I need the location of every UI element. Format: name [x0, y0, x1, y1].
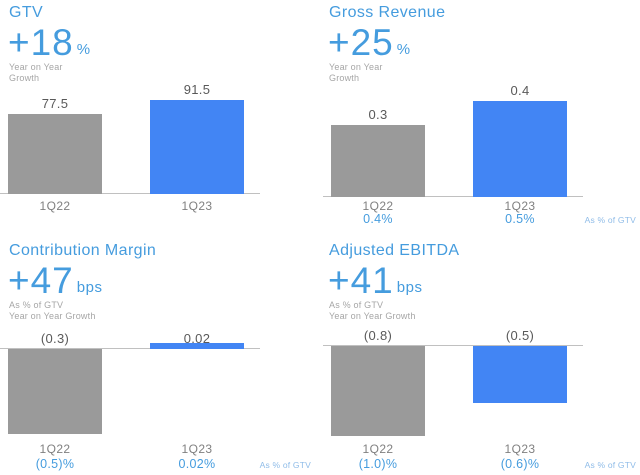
- bar-1q23: [473, 346, 567, 403]
- category-label: 1Q22: [39, 442, 71, 456]
- bar-value-label: 0.3: [368, 107, 388, 122]
- pct-of-gtv-row: 0.4% 0.5% As % of GTV: [320, 212, 640, 228]
- panel-title: GTV: [9, 4, 44, 21]
- bar-chart-gtv: 77.5 91.5: [0, 82, 260, 194]
- growth-metric-unit: %: [396, 41, 411, 58]
- category-label: 1Q23: [181, 199, 213, 213]
- pct-of-gtv-note: As % of GTV: [259, 460, 311, 470]
- category-row: 1Q22 1Q23: [323, 199, 583, 213]
- bar-value-label: 91.5: [183, 82, 211, 97]
- bar-1q23: [473, 101, 567, 197]
- panel-title: Adjusted EBITDA: [329, 242, 460, 259]
- bar-1q22: [331, 125, 425, 197]
- bar-1q23: [150, 343, 244, 349]
- growth-metric-unit: bps: [396, 279, 423, 296]
- bar-chart-gross-revenue: 0.3 0.4: [323, 83, 583, 197]
- growth-caption-line: As % of GTV: [9, 300, 64, 310]
- growth-caption-line: Year on Year Growth: [329, 311, 416, 321]
- growth-caption: Year on Year Growth: [9, 62, 63, 84]
- growth-caption-line: As % of GTV: [329, 300, 384, 310]
- pct-of-gtv-note: As % of GTV: [584, 460, 636, 470]
- growth-metric: +18 %: [8, 24, 91, 61]
- bar-value-label: (0.5): [505, 328, 535, 343]
- pct-of-gtv-value: 0.02%: [178, 457, 216, 471]
- category-row: 1Q22 1Q23: [0, 199, 260, 213]
- category-row: 1Q22 1Q23: [0, 442, 260, 456]
- category-label: 1Q23: [504, 199, 536, 213]
- growth-caption-line: Growth: [9, 73, 40, 83]
- growth-caption-line: Year on Year: [9, 62, 63, 72]
- growth-metric: +41 bps: [328, 262, 422, 299]
- bar-chart-adjusted-ebitda: (0.8) (0.5): [323, 328, 583, 436]
- axis-line: [0, 348, 260, 349]
- panel-title: Gross Revenue: [329, 4, 446, 21]
- growth-metric: +25 %: [328, 24, 411, 61]
- pct-of-gtv-row: (1.0)% (0.6)% As % of GTV: [320, 457, 640, 473]
- growth-caption: As % of GTV Year on Year Growth: [9, 300, 96, 322]
- category-label: 1Q22: [362, 199, 394, 213]
- growth-caption: As % of GTV Year on Year Growth: [329, 300, 416, 322]
- growth-metric-value: +47: [8, 260, 74, 301]
- bar-value-label: 0.02: [183, 331, 211, 346]
- bar-value-label: (0.3): [40, 331, 70, 346]
- bar-value-label: (0.8): [363, 328, 393, 343]
- pct-of-gtv-value: 0.4%: [363, 212, 393, 226]
- growth-caption: Year on Year Growth: [329, 62, 383, 84]
- category-label: 1Q23: [181, 442, 213, 456]
- growth-metric-unit: %: [76, 41, 91, 58]
- growth-caption-line: Year on Year: [329, 62, 383, 72]
- bar-1q22: [8, 349, 102, 434]
- bar-1q22: [331, 346, 425, 436]
- growth-metric-value: +25: [328, 22, 394, 63]
- bar-value-label: 77.5: [41, 96, 69, 111]
- pct-of-gtv-row: (0.5)% 0.02% As % of GTV: [0, 457, 320, 473]
- panel-gross-revenue: Gross Revenue +25 % Year on Year Growth …: [320, 0, 640, 237]
- growth-metric-unit: bps: [76, 279, 103, 296]
- category-label: 1Q22: [362, 442, 394, 456]
- bar-chart-contribution-margin: (0.3) 0.02: [0, 331, 260, 435]
- growth-caption-line: Year on Year Growth: [9, 311, 96, 321]
- panel-contribution-margin: Contribution Margin +47 bps As % of GTV …: [0, 238, 320, 475]
- panel-title: Contribution Margin: [9, 242, 157, 259]
- growth-metric-value: +18: [8, 22, 74, 63]
- pct-of-gtv-value: (1.0)%: [358, 457, 398, 471]
- category-label: 1Q22: [39, 199, 71, 213]
- growth-caption-line: Growth: [329, 73, 360, 83]
- pct-of-gtv-value: (0.5)%: [35, 457, 75, 471]
- growth-metric-value: +41: [328, 260, 394, 301]
- pct-of-gtv-value: (0.6)%: [500, 457, 540, 471]
- category-label: 1Q23: [504, 442, 536, 456]
- panel-adjusted-ebitda: Adjusted EBITDA +41 bps As % of GTV Year…: [320, 238, 640, 475]
- bar-1q22: [8, 114, 102, 194]
- pct-of-gtv-note: As % of GTV: [584, 215, 636, 225]
- growth-metric: +47 bps: [8, 262, 102, 299]
- pct-of-gtv-value: 0.5%: [505, 212, 535, 226]
- category-row: 1Q22 1Q23: [323, 442, 583, 456]
- axis-line: [323, 196, 583, 197]
- bar-1q23: [150, 100, 244, 194]
- panel-gtv: GTV +18 % Year on Year Growth 77.5 91.5 1…: [0, 0, 320, 237]
- axis-line: [323, 345, 583, 346]
- axis-line: [0, 193, 260, 194]
- bar-value-label: 0.4: [510, 83, 530, 98]
